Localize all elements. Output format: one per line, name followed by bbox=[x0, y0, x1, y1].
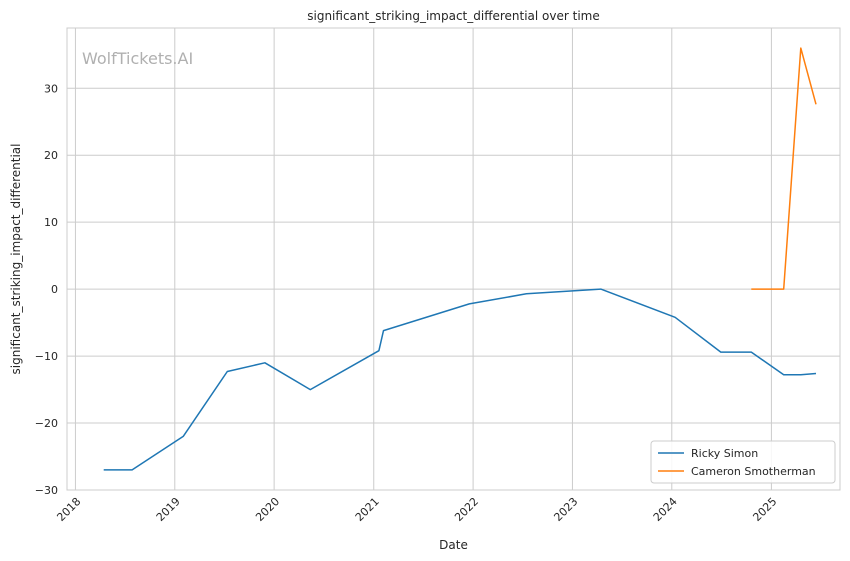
grid bbox=[67, 28, 840, 491]
series-lines bbox=[103, 47, 817, 471]
y-tick-label: 0 bbox=[51, 283, 58, 296]
chart-title: significant_striking_impact_differential… bbox=[307, 9, 599, 23]
x-tick-label: 2019 bbox=[154, 495, 183, 524]
y-axis-ticks: −30 −20 −10 0 10 20 30 bbox=[35, 82, 58, 497]
series-line bbox=[751, 47, 817, 290]
y-tick-label: −10 bbox=[35, 350, 58, 363]
y-tick-label: 20 bbox=[44, 149, 58, 162]
legend: Ricky Simon Cameron Smotherman bbox=[650, 440, 836, 484]
y-tick-label: 30 bbox=[44, 82, 58, 95]
plot-frame bbox=[66, 27, 841, 491]
x-tick-label: 2020 bbox=[253, 495, 282, 524]
x-tick-label: 2023 bbox=[551, 495, 580, 524]
x-axis-ticks: 2018 2019 2020 2021 2022 2023 2024 2025 bbox=[54, 495, 779, 524]
series-line bbox=[103, 288, 817, 471]
legend-box bbox=[650, 440, 836, 484]
x-tick-label: 2022 bbox=[452, 495, 481, 524]
y-tick-label: 10 bbox=[44, 216, 58, 229]
y-tick-label: −30 bbox=[35, 484, 58, 497]
x-tick-label: 2024 bbox=[651, 495, 680, 524]
legend-label: Ricky Simon bbox=[691, 447, 758, 460]
x-tick-label: 2025 bbox=[750, 495, 779, 524]
legend-label: Cameron Smotherman bbox=[691, 465, 816, 478]
x-axis-label: Date bbox=[439, 538, 468, 552]
y-axis-label: significant_striking_impact_differential bbox=[9, 144, 23, 375]
x-tick-label: 2018 bbox=[54, 495, 83, 524]
x-tick-label: 2021 bbox=[353, 495, 382, 524]
watermark: WolfTickets.AI bbox=[82, 49, 193, 68]
y-tick-label: −20 bbox=[35, 417, 58, 430]
